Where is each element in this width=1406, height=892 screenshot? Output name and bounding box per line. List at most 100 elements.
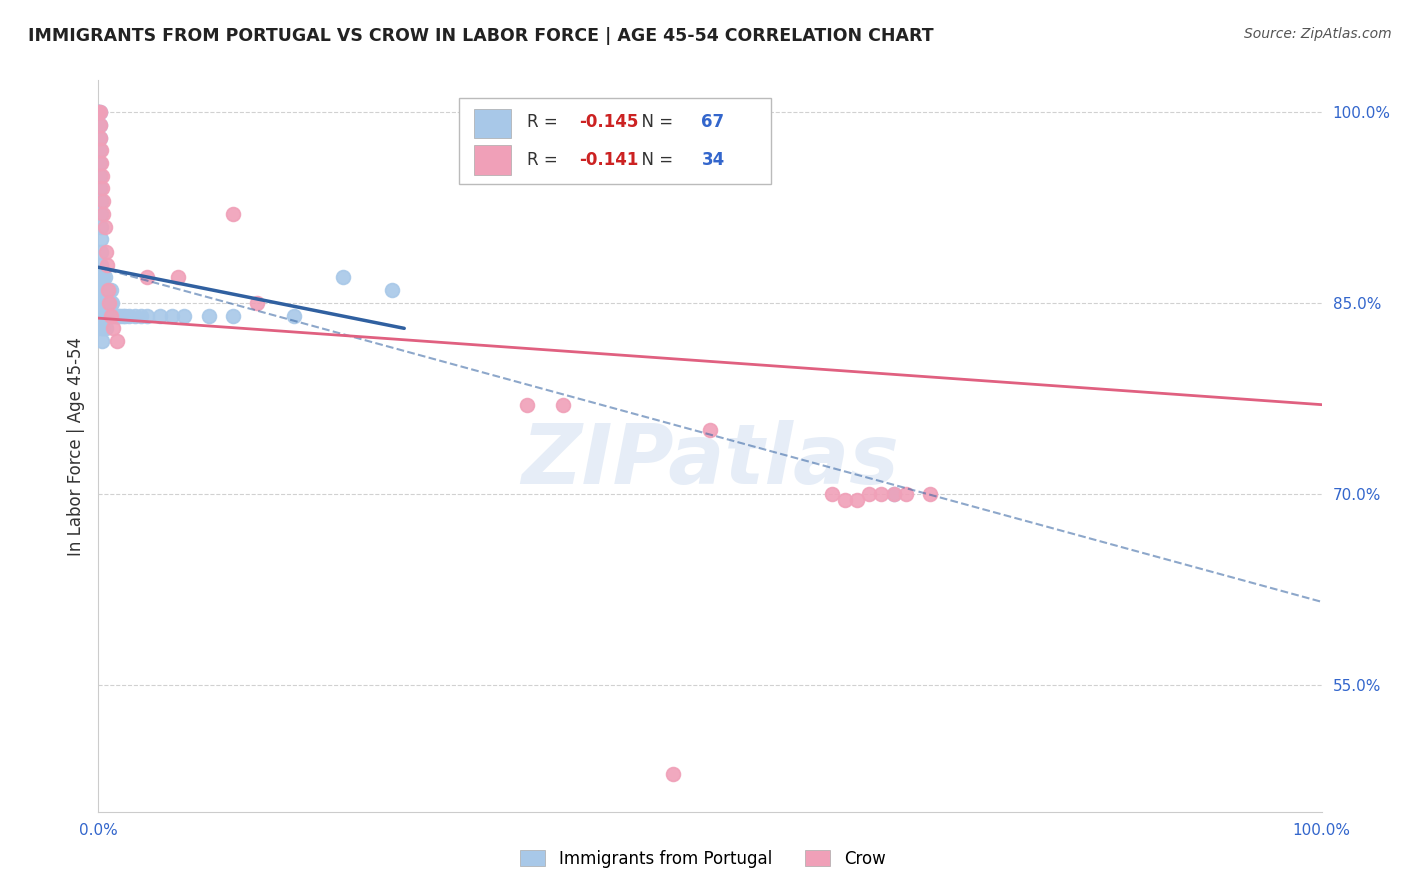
Point	[91, 309, 114, 323]
Bar	[474, 145, 510, 175]
Point	[94, 245, 117, 260]
Point	[129, 309, 152, 323]
Point	[93, 270, 115, 285]
Point	[105, 309, 128, 323]
Point	[91, 296, 114, 310]
Point	[662, 766, 685, 780]
Text: N =: N =	[630, 151, 678, 169]
Legend: Immigrants from Portugal, Crow: Immigrants from Portugal, Crow	[513, 844, 893, 875]
Point	[699, 423, 721, 437]
Point	[89, 130, 111, 145]
Text: IMMIGRANTS FROM PORTUGAL VS CROW IN LABOR FORCE | AGE 45-54 CORRELATION CHART: IMMIGRANTS FROM PORTUGAL VS CROW IN LABO…	[28, 27, 934, 45]
Point	[98, 283, 121, 297]
Point	[90, 258, 112, 272]
Text: ZIPatlas: ZIPatlas	[522, 420, 898, 501]
Point	[89, 105, 111, 120]
Point	[96, 258, 118, 272]
Point	[101, 309, 124, 323]
Point	[246, 296, 269, 310]
Point	[94, 309, 117, 323]
Point	[515, 398, 537, 412]
Point	[90, 270, 112, 285]
Point	[91, 169, 114, 183]
Point	[107, 309, 129, 323]
Point	[104, 309, 127, 323]
Point	[222, 207, 245, 221]
Point	[93, 219, 115, 234]
Point	[101, 296, 124, 310]
Point	[197, 309, 219, 323]
Point	[90, 232, 112, 246]
Point	[93, 283, 115, 297]
Text: Source: ZipAtlas.com: Source: ZipAtlas.com	[1244, 27, 1392, 41]
FancyBboxPatch shape	[460, 98, 772, 184]
Point	[845, 493, 868, 508]
Point	[87, 105, 110, 120]
Point	[283, 309, 305, 323]
Point	[87, 105, 110, 120]
Point	[98, 296, 121, 310]
Point	[920, 486, 942, 500]
Point	[91, 321, 114, 335]
Point	[105, 334, 128, 348]
Point	[96, 296, 118, 310]
Point	[114, 309, 136, 323]
Point	[91, 283, 114, 297]
Text: -0.141: -0.141	[579, 151, 638, 169]
Point	[173, 309, 195, 323]
Point	[91, 194, 114, 208]
Point	[100, 283, 122, 297]
Point	[89, 181, 111, 195]
Point	[103, 309, 125, 323]
Point	[91, 309, 114, 323]
Point	[94, 283, 117, 297]
Text: 34: 34	[702, 151, 724, 169]
Point	[89, 130, 111, 145]
Point	[97, 296, 120, 310]
Point	[90, 207, 112, 221]
Point	[98, 296, 121, 310]
Point	[110, 309, 132, 323]
Point	[834, 493, 856, 508]
Point	[96, 283, 118, 297]
Text: R =: R =	[526, 151, 562, 169]
Point	[101, 321, 124, 335]
Point	[91, 181, 114, 195]
Point	[89, 118, 111, 132]
Point	[381, 283, 404, 297]
Point	[894, 486, 917, 500]
Point	[93, 309, 115, 323]
Point	[97, 283, 120, 297]
Point	[94, 321, 117, 335]
Text: 67: 67	[702, 113, 724, 131]
Point	[136, 270, 159, 285]
Point	[90, 143, 112, 157]
Point	[91, 207, 114, 221]
Text: R =: R =	[526, 113, 562, 131]
Point	[883, 486, 905, 500]
Point	[160, 309, 183, 323]
Point	[100, 309, 122, 323]
Text: -0.145: -0.145	[579, 113, 638, 131]
Point	[111, 309, 134, 323]
Point	[332, 270, 354, 285]
Bar	[474, 109, 510, 138]
Point	[90, 219, 112, 234]
Point	[222, 309, 245, 323]
Text: N =: N =	[630, 113, 678, 131]
Point	[91, 296, 114, 310]
Point	[136, 309, 159, 323]
Point	[149, 309, 172, 323]
Point	[883, 486, 905, 500]
Point	[87, 105, 110, 120]
Point	[89, 156, 111, 170]
Point	[821, 486, 844, 500]
Point	[89, 143, 111, 157]
Point	[90, 194, 112, 208]
Point	[89, 118, 111, 132]
Point	[167, 270, 190, 285]
Point	[91, 270, 114, 285]
Point	[89, 169, 111, 183]
Point	[87, 105, 110, 120]
Point	[93, 296, 115, 310]
